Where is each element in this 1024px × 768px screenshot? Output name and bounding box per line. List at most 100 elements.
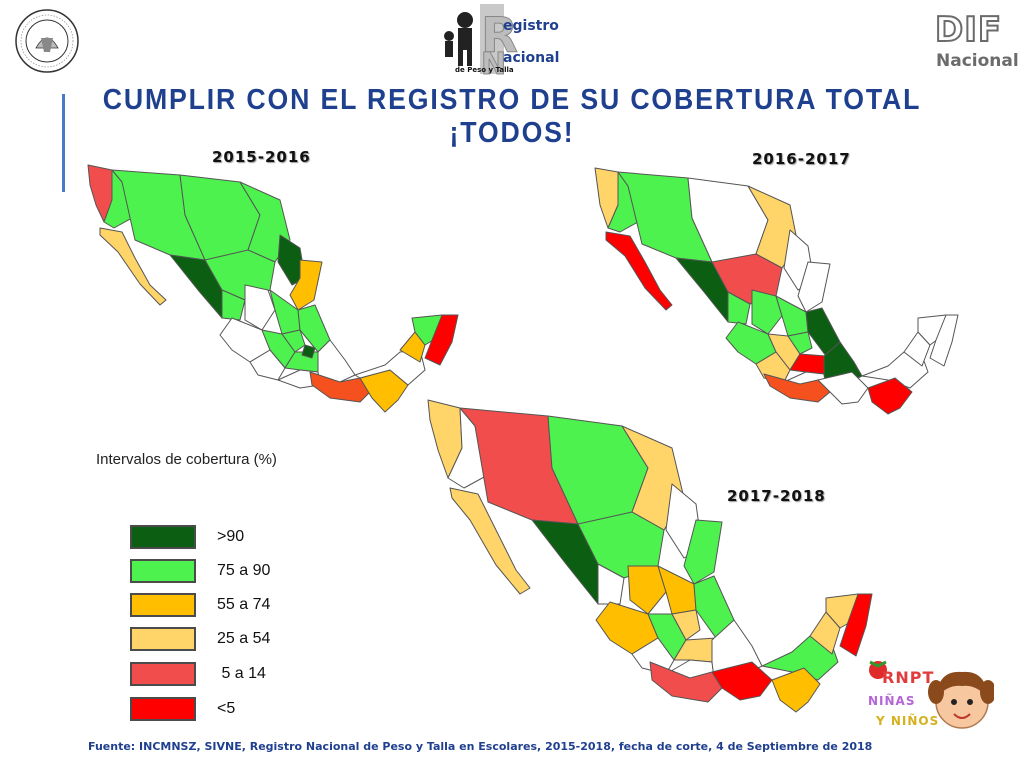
map-label-2017-2018: 2017-2018 [727, 487, 826, 505]
state-region [783, 229, 815, 291]
legend-swatch-5-14 [130, 662, 196, 686]
state-region [631, 637, 675, 675]
nacional-text: acional [503, 50, 560, 66]
legend-swatch-55-74 [130, 593, 196, 617]
state-region [249, 349, 286, 381]
legend-title: Intervalos de cobertura (%) [96, 451, 277, 468]
state-region [929, 314, 959, 367]
state-region [277, 234, 306, 286]
state-region [867, 377, 913, 415]
legend-swatch-75-90 [130, 559, 196, 583]
state-region [805, 307, 841, 357]
state-region [627, 565, 667, 615]
legend-label-55-74: 55 a 74 [217, 596, 271, 613]
state-region [99, 227, 167, 306]
state-region [399, 331, 426, 363]
state-region [577, 511, 665, 579]
institution-seal [14, 8, 80, 74]
state-region [111, 169, 206, 261]
state-region [761, 633, 839, 681]
state-region [219, 317, 271, 363]
state-region [825, 593, 859, 629]
state-region [747, 185, 799, 269]
nacional-text: Nacional [936, 51, 1019, 71]
state-region [763, 373, 831, 403]
state-region [427, 399, 463, 479]
state-region [277, 369, 321, 389]
state-region [547, 415, 649, 527]
state-region [239, 181, 291, 263]
state-region [424, 314, 459, 366]
state-region [903, 331, 931, 367]
state-region [269, 289, 301, 335]
state-region [605, 231, 673, 311]
ninas-text: NIÑAS [868, 694, 916, 708]
state-region [87, 164, 113, 223]
legend-swatch-gt90 [130, 525, 196, 549]
state-region [787, 331, 813, 355]
legend-label-gt90: >90 [217, 528, 245, 545]
page-title: CUMPLIR CON EL REGISTRO DE SU COBERTURA … [102, 84, 922, 149]
state-region [301, 344, 316, 359]
state-region [783, 371, 827, 391]
state-region [657, 565, 697, 615]
state-region [823, 341, 863, 387]
state-region [839, 593, 873, 657]
state-region [755, 351, 791, 383]
state-region [649, 661, 723, 703]
state-region [169, 254, 236, 319]
accent-bar [62, 94, 65, 192]
state-region [594, 167, 619, 229]
state-region [683, 519, 723, 585]
state-region [693, 575, 735, 639]
state-region [103, 169, 133, 229]
registro-text: egistro [503, 18, 559, 34]
state-region [797, 261, 831, 313]
state-region [607, 171, 639, 233]
state-region [727, 291, 751, 325]
state-region [771, 667, 821, 713]
state-region [595, 601, 659, 655]
state-region [767, 333, 801, 371]
state-region [221, 289, 246, 321]
state-region [459, 407, 579, 525]
legend-label-25-54: 25 a 54 [217, 630, 271, 647]
state-region [675, 257, 743, 323]
state-region [179, 174, 261, 263]
map-label-2016-2017: 2016-2017 [752, 150, 851, 168]
state-region [861, 349, 929, 389]
state-region [917, 314, 947, 346]
legend-swatch-lt5 [130, 697, 196, 721]
svg-text:N: N [481, 47, 506, 78]
state-region [621, 425, 685, 531]
state-region [597, 563, 625, 605]
map-label-2015-2016: 2015-2016 [212, 148, 311, 166]
state-region [775, 295, 809, 337]
state-region [204, 249, 276, 301]
legend-label-75-90: 75 a 90 [217, 562, 271, 579]
state-region [289, 259, 323, 311]
state-region [617, 171, 713, 263]
state-region [671, 609, 701, 641]
rnpt-text: RNPT [882, 668, 935, 687]
state-region [411, 314, 443, 346]
state-region [359, 369, 409, 413]
legend-swatch-25-54 [130, 627, 196, 651]
state-region [687, 177, 769, 267]
state-region [665, 483, 703, 559]
state-region [309, 371, 373, 403]
state-region [647, 613, 687, 661]
state-region [284, 351, 331, 373]
state-region [725, 321, 777, 365]
state-region [711, 253, 783, 305]
state-region [751, 289, 783, 335]
state-region [297, 304, 331, 353]
state-region [447, 407, 487, 489]
ninos-text: Y NIÑOS [876, 714, 940, 728]
state-region [244, 284, 276, 331]
legend-label-lt5: <5 [217, 700, 236, 717]
state-region [809, 611, 841, 655]
state-region [711, 661, 773, 701]
state-region [317, 339, 356, 386]
source-note: Fuente: INCMNSZ, SIVNE, Registro Naciona… [88, 740, 873, 753]
